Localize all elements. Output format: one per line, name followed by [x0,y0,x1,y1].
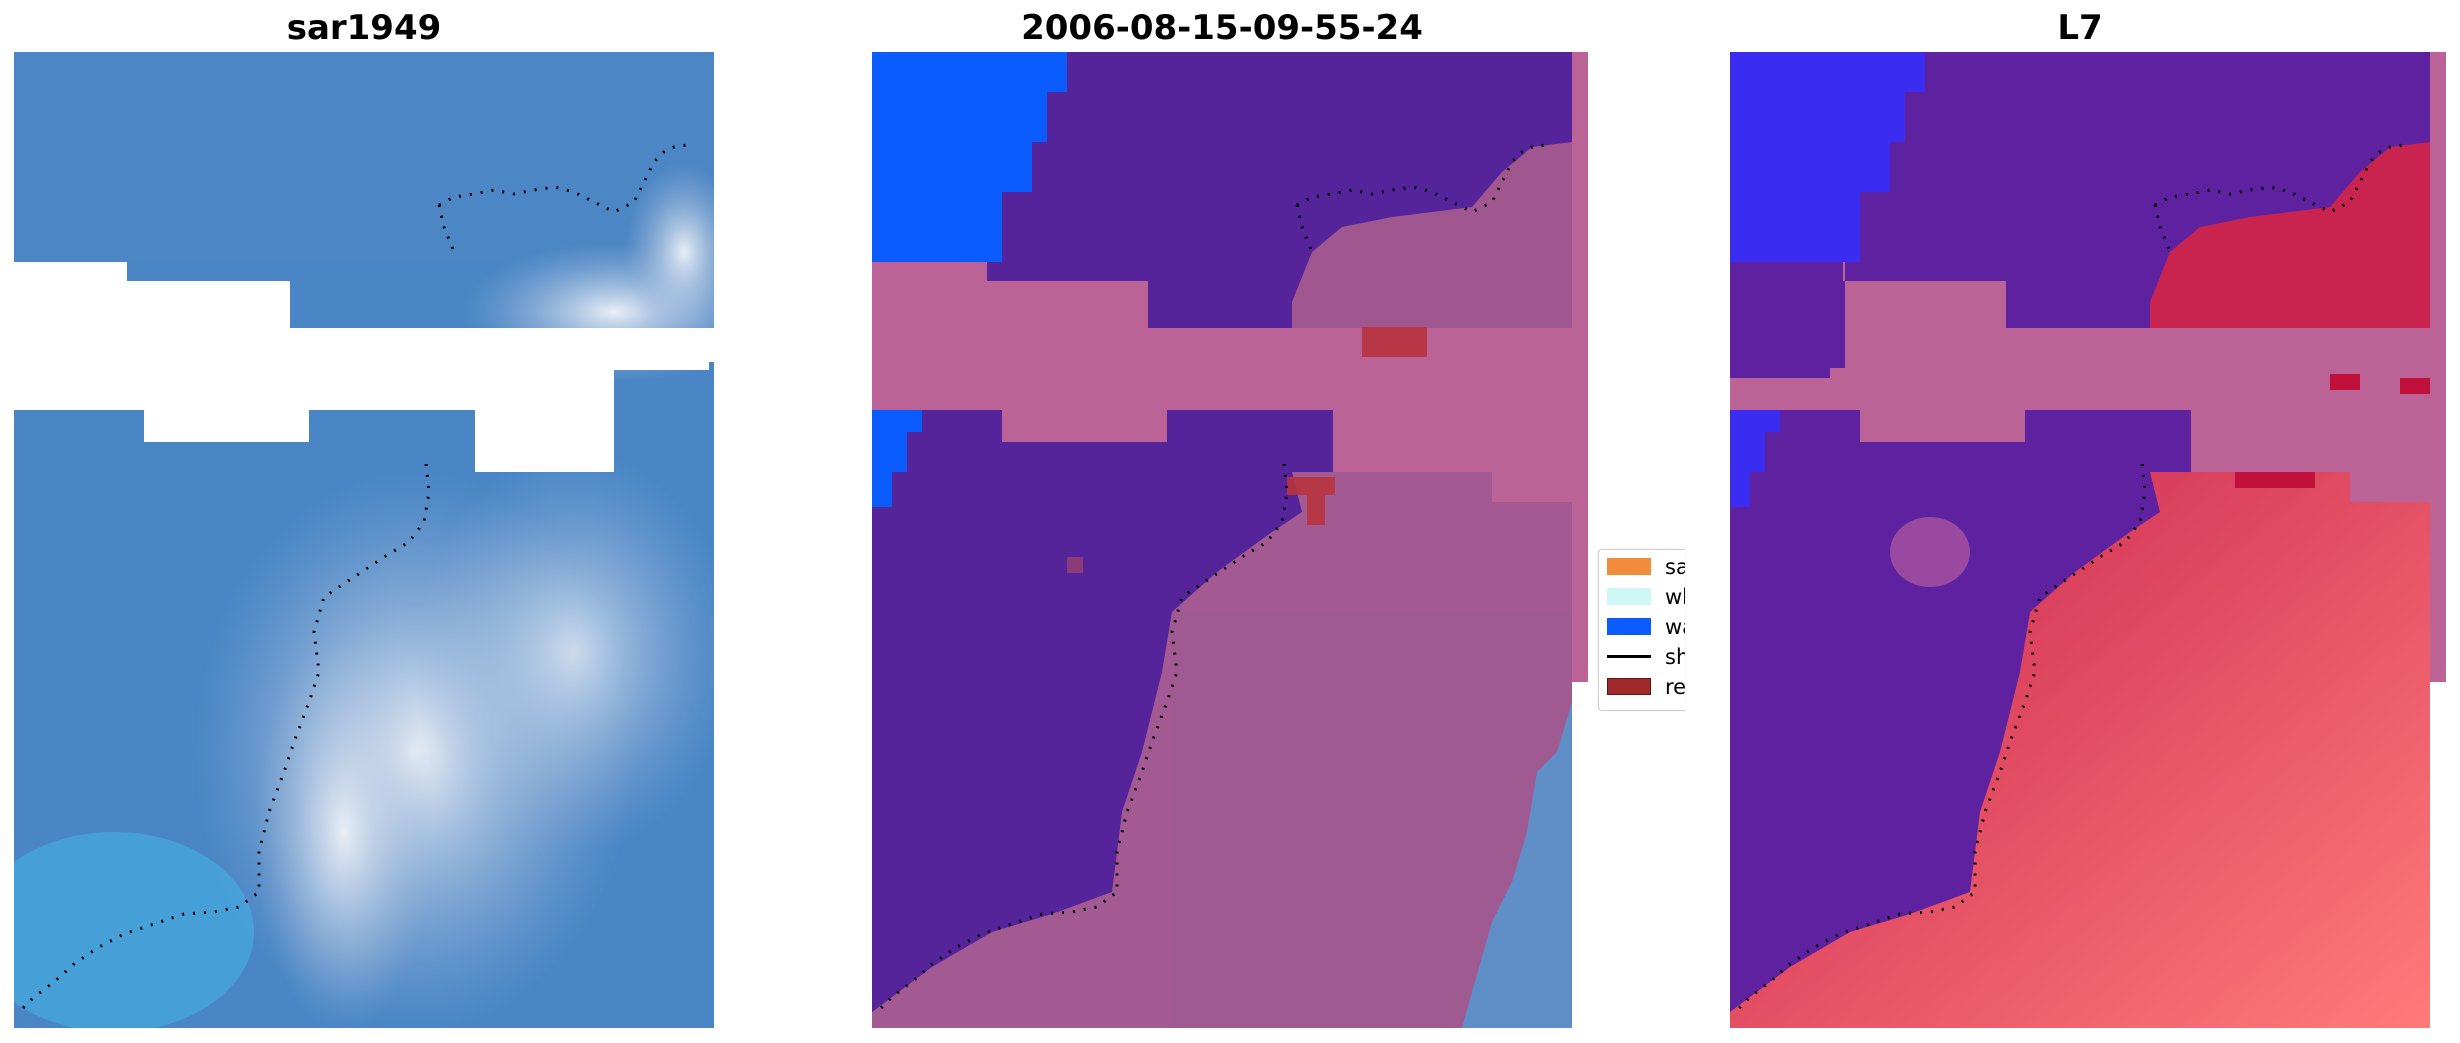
legend-item-reference-shoreline: reference shoreline [1607,675,1685,699]
legend-swatch-sand [1607,557,1651,575]
legend-label-sand: sand [1665,555,1685,579]
index-image [1730,52,2446,1028]
legend-swatch-reference [1607,677,1651,695]
classification-image [872,52,1588,1028]
legend-item-whitewater: whitewater [1607,585,1685,609]
legend-item-water: water [1607,615,1685,639]
index-panel [1730,52,2446,1028]
legend-line-shoreline [1607,654,1651,658]
panel-title-classification: 2006-08-15-09-55-24 [1021,8,1423,48]
legend-label-shoreline: shoreline [1665,645,1685,669]
legend: sand whitewater water shoreline referenc… [1598,549,1685,711]
classification-panel [872,52,1600,1028]
legend-label-whitewater: whitewater [1665,585,1685,609]
legend-swatch-whitewater [1607,587,1651,605]
panel-title-rgb: sar1949 [286,8,442,48]
legend-item-shoreline: shoreline [1607,645,1685,669]
rgb-image-panel [14,52,714,1028]
legend-swatch-water [1607,617,1651,635]
legend-label-water: water [1665,615,1685,639]
no-data-band [14,262,714,472]
legend-label-reference: reference shoreline [1665,675,1685,699]
rgb-image [14,52,714,1028]
panel-title-ndwi: L7 [2057,8,2103,48]
legend-clip-edge [1730,549,1731,711]
legend-item-sand: sand [1607,555,1685,579]
